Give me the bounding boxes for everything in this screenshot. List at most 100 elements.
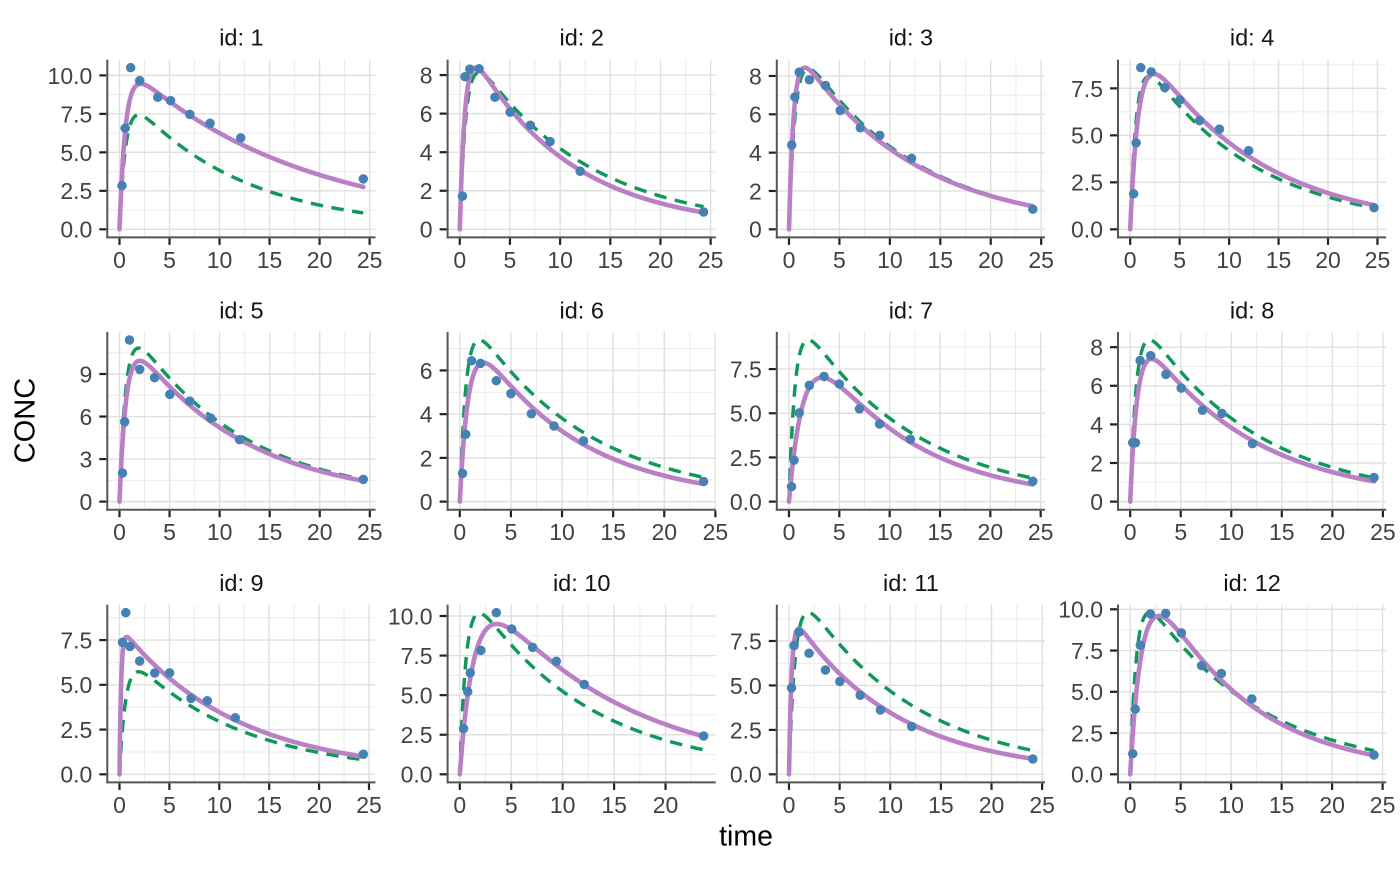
svg-text:0: 0 [1124,247,1137,273]
svg-text:7.5: 7.5 [401,643,433,669]
svg-text:10: 10 [207,519,233,545]
svg-text:5: 5 [504,247,517,273]
svg-text:25: 25 [1370,792,1396,818]
svg-text:20: 20 [1319,792,1345,818]
svg-text:8: 8 [749,63,762,89]
svg-text:5: 5 [1174,792,1187,818]
svg-text:0: 0 [783,247,796,273]
svg-text:10.0: 10.0 [388,603,433,629]
svg-text:20: 20 [1320,519,1346,545]
svg-text:5: 5 [505,519,518,545]
svg-text:25: 25 [357,519,383,545]
svg-text:20: 20 [978,247,1004,273]
svg-text:0: 0 [749,217,762,243]
svg-text:7.5: 7.5 [730,628,762,654]
svg-text:25: 25 [1365,247,1391,273]
svg-text:7.5: 7.5 [730,356,762,382]
svg-text:15: 15 [1269,792,1295,818]
svg-text:4: 4 [420,402,433,428]
svg-text:id: 7: id: 7 [889,297,933,323]
svg-text:6: 6 [420,101,433,127]
svg-text:id: 4: id: 4 [1230,25,1274,51]
svg-text:20: 20 [648,247,674,273]
svg-text:2: 2 [420,178,433,204]
svg-text:id: 9: id: 9 [219,570,263,596]
svg-text:0: 0 [453,792,466,818]
svg-text:25: 25 [1028,519,1054,545]
svg-text:15: 15 [1266,247,1292,273]
svg-text:id: 5: id: 5 [219,297,263,323]
svg-text:20: 20 [653,792,679,818]
svg-text:20: 20 [979,792,1005,818]
svg-text:5: 5 [1174,519,1187,545]
svg-text:3: 3 [80,446,93,472]
svg-text:8: 8 [1090,335,1103,361]
svg-text:id: 1: id: 1 [219,25,263,51]
svg-text:0: 0 [113,247,126,273]
svg-text:2: 2 [420,445,433,471]
svg-text:6: 6 [749,102,762,128]
svg-text:5: 5 [1173,247,1186,273]
svg-text:25: 25 [356,792,382,818]
svg-text:5.0: 5.0 [60,140,92,166]
svg-text:2.5: 2.5 [730,717,762,743]
svg-text:15: 15 [257,247,283,273]
svg-text:10.0: 10.0 [48,63,93,89]
svg-text:15: 15 [928,792,954,818]
svg-text:10.0: 10.0 [1058,597,1103,623]
svg-text:7.5: 7.5 [1071,638,1103,664]
svg-text:5: 5 [505,792,518,818]
svg-text:0: 0 [1090,489,1103,515]
svg-text:20: 20 [1315,247,1341,273]
svg-text:id: 6: id: 6 [559,297,603,323]
svg-text:15: 15 [598,247,624,273]
svg-text:time: time [719,821,773,853]
svg-text:7.5: 7.5 [60,627,92,653]
svg-text:5: 5 [833,247,846,273]
svg-text:10: 10 [549,519,575,545]
svg-text:0.0: 0.0 [60,217,92,243]
svg-text:2: 2 [749,178,762,204]
svg-text:5: 5 [163,247,176,273]
svg-text:0.0: 0.0 [1071,762,1103,788]
svg-text:2.5: 2.5 [730,445,762,471]
svg-text:5: 5 [163,792,176,818]
svg-text:5: 5 [163,519,176,545]
svg-text:2.5: 2.5 [1071,720,1103,746]
svg-text:0: 0 [80,489,93,515]
svg-text:15: 15 [257,519,283,545]
svg-text:8: 8 [420,62,433,88]
svg-text:0: 0 [420,217,433,243]
svg-text:10: 10 [1218,792,1244,818]
svg-text:6: 6 [1090,373,1103,399]
svg-text:10: 10 [877,247,903,273]
svg-text:0: 0 [783,792,796,818]
svg-text:0.0: 0.0 [401,762,433,788]
svg-text:5.0: 5.0 [60,672,92,698]
svg-text:10: 10 [877,519,903,545]
svg-text:id: 10: id: 10 [553,570,611,596]
svg-text:10: 10 [1216,247,1242,273]
svg-text:25: 25 [357,247,383,273]
svg-text:15: 15 [256,792,282,818]
svg-text:2.5: 2.5 [60,178,92,204]
svg-text:15: 15 [928,247,954,273]
svg-text:15: 15 [601,792,627,818]
svg-text:25: 25 [1029,792,1055,818]
svg-text:25: 25 [1028,247,1054,273]
svg-text:15: 15 [1269,519,1295,545]
svg-text:5: 5 [833,792,846,818]
svg-text:0: 0 [783,519,796,545]
svg-text:25: 25 [1370,519,1396,545]
svg-text:0: 0 [1124,792,1137,818]
svg-text:10: 10 [207,247,233,273]
svg-text:id: 2: id: 2 [559,25,603,51]
svg-text:5.0: 5.0 [730,401,762,427]
svg-text:10: 10 [206,792,232,818]
svg-text:7.5: 7.5 [60,101,92,127]
svg-text:id: 3: id: 3 [889,25,933,51]
svg-text:4: 4 [1090,412,1103,438]
svg-text:4: 4 [749,140,762,166]
svg-text:2.5: 2.5 [60,717,92,743]
svg-text:0.0: 0.0 [60,762,92,788]
